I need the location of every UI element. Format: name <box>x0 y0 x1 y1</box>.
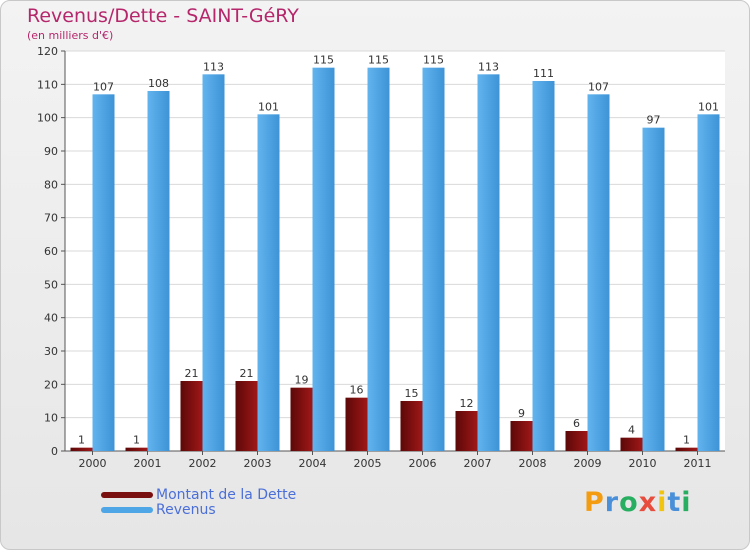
x-tick-label: 2008 <box>519 457 547 470</box>
y-tick-label: 90 <box>44 145 58 158</box>
bar-dette <box>675 447 698 451</box>
y-tick-label: 30 <box>44 345 58 358</box>
data-label-dette: 12 <box>460 397 474 410</box>
legend-item-dette: Montant de la Dette <box>101 486 297 503</box>
x-tick-label: 2010 <box>629 457 657 470</box>
bar-dette <box>180 381 203 451</box>
data-label-dette: 1 <box>78 434 85 447</box>
bar-dette <box>345 397 368 451</box>
data-label-dette: 6 <box>573 417 580 430</box>
bar-dette <box>620 437 643 451</box>
bar-dette <box>455 411 478 451</box>
legend: Montant de la Dette Revenus <box>101 486 297 518</box>
data-label-dette: 4 <box>628 424 635 437</box>
y-tick-label: 0 <box>51 445 58 458</box>
data-label-revenus: 107 <box>93 80 114 93</box>
y-tick-label: 60 <box>44 245 58 258</box>
y-tick-label: 20 <box>44 378 58 391</box>
data-label-revenus: 108 <box>148 77 169 90</box>
bar-revenus <box>147 91 170 451</box>
y-tick-label: 100 <box>37 112 58 125</box>
bar-revenus <box>202 74 225 451</box>
bar-revenus <box>92 94 115 451</box>
data-label-dette: 19 <box>295 374 309 387</box>
bar-revenus <box>532 81 555 451</box>
x-tick-label: 2007 <box>464 457 492 470</box>
x-tick-label: 2005 <box>354 457 382 470</box>
logo-letter: P <box>584 487 605 518</box>
data-label-dette: 9 <box>518 407 525 420</box>
y-tick-label: 120 <box>37 45 58 58</box>
y-tick-label: 40 <box>44 312 58 325</box>
x-tick-label: 2001 <box>134 457 162 470</box>
data-label-revenus: 97 <box>647 114 661 127</box>
bar-revenus <box>697 114 720 451</box>
data-label-revenus: 111 <box>533 67 554 80</box>
x-tick-label: 2011 <box>684 457 712 470</box>
data-label-dette: 1 <box>683 434 690 447</box>
chart-title: Revenus/Dette - SAINT-GéRY <box>27 5 299 27</box>
data-label-dette: 21 <box>240 367 254 380</box>
logo-letter: i <box>657 487 668 518</box>
bar-revenus <box>422 67 445 452</box>
x-tick-label: 2002 <box>189 457 217 470</box>
bar-revenus <box>257 114 280 451</box>
bar-dette <box>125 447 148 451</box>
data-label-revenus: 113 <box>203 60 224 73</box>
y-tick-label: 70 <box>44 212 58 225</box>
legend-swatch-revenus <box>101 506 153 513</box>
bar-revenus <box>477 74 500 451</box>
data-label-dette: 15 <box>405 387 419 400</box>
y-tick-label: 50 <box>44 278 58 291</box>
data-label-revenus: 115 <box>313 54 334 67</box>
bar-dette <box>70 447 93 451</box>
bar-revenus <box>587 94 610 451</box>
y-tick-label: 110 <box>37 78 58 91</box>
x-tick-label: 2000 <box>79 457 107 470</box>
bar-dette <box>235 381 258 451</box>
legend-label-dette: Montant de la Dette <box>156 486 297 503</box>
bar-dette <box>400 401 423 451</box>
data-label-revenus: 113 <box>478 60 499 73</box>
logo-letter: o <box>619 487 639 518</box>
bar-revenus <box>642 127 665 452</box>
logo-letter: x <box>638 487 658 518</box>
x-tick-label: 2004 <box>299 457 327 470</box>
x-tick-label: 2003 <box>244 457 272 470</box>
legend-swatch-dette <box>101 491 153 498</box>
data-label-revenus: 101 <box>258 100 279 113</box>
data-label-revenus: 115 <box>423 54 444 67</box>
data-label-dette: 1 <box>133 434 140 447</box>
legend-item-revenus: Revenus <box>101 501 296 518</box>
x-tick-label: 2009 <box>574 457 602 470</box>
data-label-revenus: 115 <box>368 54 389 67</box>
logo-letter: t <box>667 487 682 518</box>
data-label-revenus: 101 <box>698 100 719 113</box>
y-tick-label: 80 <box>44 178 58 191</box>
bar-dette <box>290 387 313 451</box>
bar-dette <box>510 421 533 451</box>
data-label-revenus: 107 <box>588 80 609 93</box>
x-tick-label: 2006 <box>409 457 437 470</box>
bar-revenus <box>367 67 390 452</box>
y-tick-label: 10 <box>44 412 58 425</box>
logo-letter: i <box>681 487 692 518</box>
proxiti-logo: Proxiti <box>584 487 692 518</box>
legend-label-revenus: Revenus <box>156 501 216 518</box>
chart-subtitle: (en milliers d'€) <box>27 29 114 42</box>
bar-revenus <box>312 67 335 452</box>
data-label-dette: 16 <box>350 384 364 397</box>
data-label-dette: 21 <box>185 367 199 380</box>
bar-dette <box>565 431 588 451</box>
logo-letter: r <box>604 487 620 518</box>
